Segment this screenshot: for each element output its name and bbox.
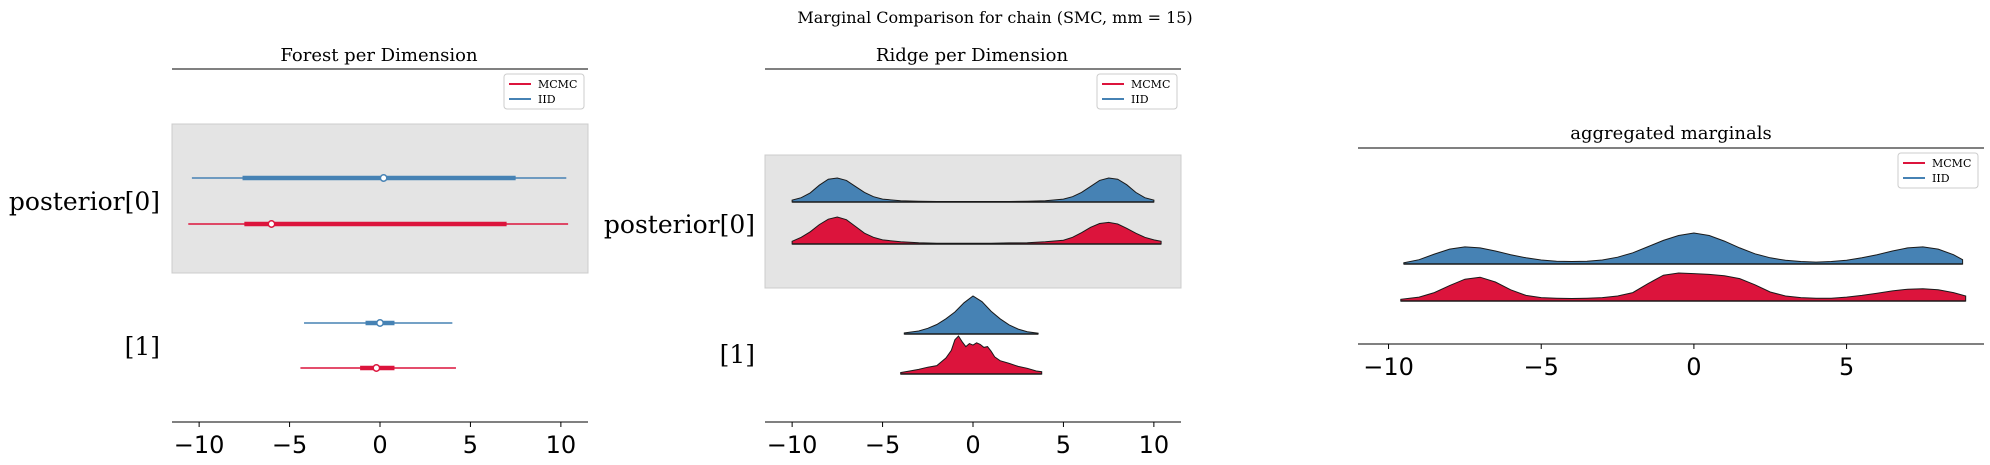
x-tick-label: 10 bbox=[1139, 431, 1170, 459]
legend-label-iid: IID bbox=[1131, 93, 1149, 106]
legend-label-iid: IID bbox=[1932, 172, 1950, 185]
x-tick-label: −5 bbox=[865, 431, 900, 459]
point-estimate-iid bbox=[376, 319, 384, 327]
legend-label-mcmc: MCMC bbox=[538, 78, 577, 91]
ridge-mcmc-row1 bbox=[900, 335, 1043, 375]
legend-label-iid: IID bbox=[538, 93, 556, 106]
x-tick-label: −10 bbox=[1363, 353, 1414, 381]
ridge-panel-title: Ridge per Dimension bbox=[876, 45, 1069, 66]
x-tick-label: 0 bbox=[372, 431, 387, 459]
point-estimate-iid bbox=[379, 174, 388, 182]
row-label-1: [1] bbox=[125, 332, 160, 361]
point-estimate-mcmc bbox=[372, 364, 381, 372]
x-tick-label: 5 bbox=[1056, 431, 1071, 459]
row-label-0: posterior[0] bbox=[9, 187, 160, 216]
legend-box bbox=[503, 73, 585, 110]
aggregated-panel: aggregated marginals −10 −5 0 5 MCMC IID bbox=[1358, 123, 1984, 381]
ridge-iid-row1 bbox=[903, 295, 1039, 335]
row-label-0: posterior[0] bbox=[604, 210, 755, 239]
x-tick-label: −5 bbox=[272, 431, 307, 459]
x-tick-label: 5 bbox=[1839, 353, 1854, 381]
figure-suptitle: Marginal Comparison for chain (SMC, mm =… bbox=[797, 8, 1192, 27]
x-tick-label: 5 bbox=[463, 431, 478, 459]
legend-box bbox=[1096, 73, 1178, 110]
legend-box bbox=[1897, 152, 1979, 189]
x-tick-label: 10 bbox=[546, 431, 577, 459]
point-estimate-mcmc bbox=[267, 220, 276, 228]
x-tick-label: −10 bbox=[174, 431, 225, 459]
x-tick-label: 0 bbox=[1686, 353, 1701, 381]
row-label-1: [1] bbox=[720, 340, 755, 369]
forest-panel-title: Forest per Dimension bbox=[280, 45, 478, 66]
ridge-mcmc-row0 bbox=[791, 216, 1162, 245]
highlight-band bbox=[171, 123, 589, 274]
legend-label-mcmc: MCMC bbox=[1932, 157, 1971, 170]
x-tick-label: −10 bbox=[767, 431, 818, 459]
x-tick-label: −5 bbox=[1524, 353, 1559, 381]
marginal-iid bbox=[1403, 232, 1964, 265]
ridge-panel: Ridge per Dimension −10 −5 0 5 10 posterior[0… bbox=[604, 45, 1182, 459]
legend-label-mcmc: MCMC bbox=[1131, 78, 1170, 91]
x-tick-label: 0 bbox=[965, 431, 980, 459]
aggregated-panel-title: aggregated marginals bbox=[1570, 123, 1771, 144]
marginal-mcmc bbox=[1400, 272, 1967, 302]
forest-panel: Forest per Dimension −10 −5 0 5 10 posterior[… bbox=[9, 45, 589, 459]
